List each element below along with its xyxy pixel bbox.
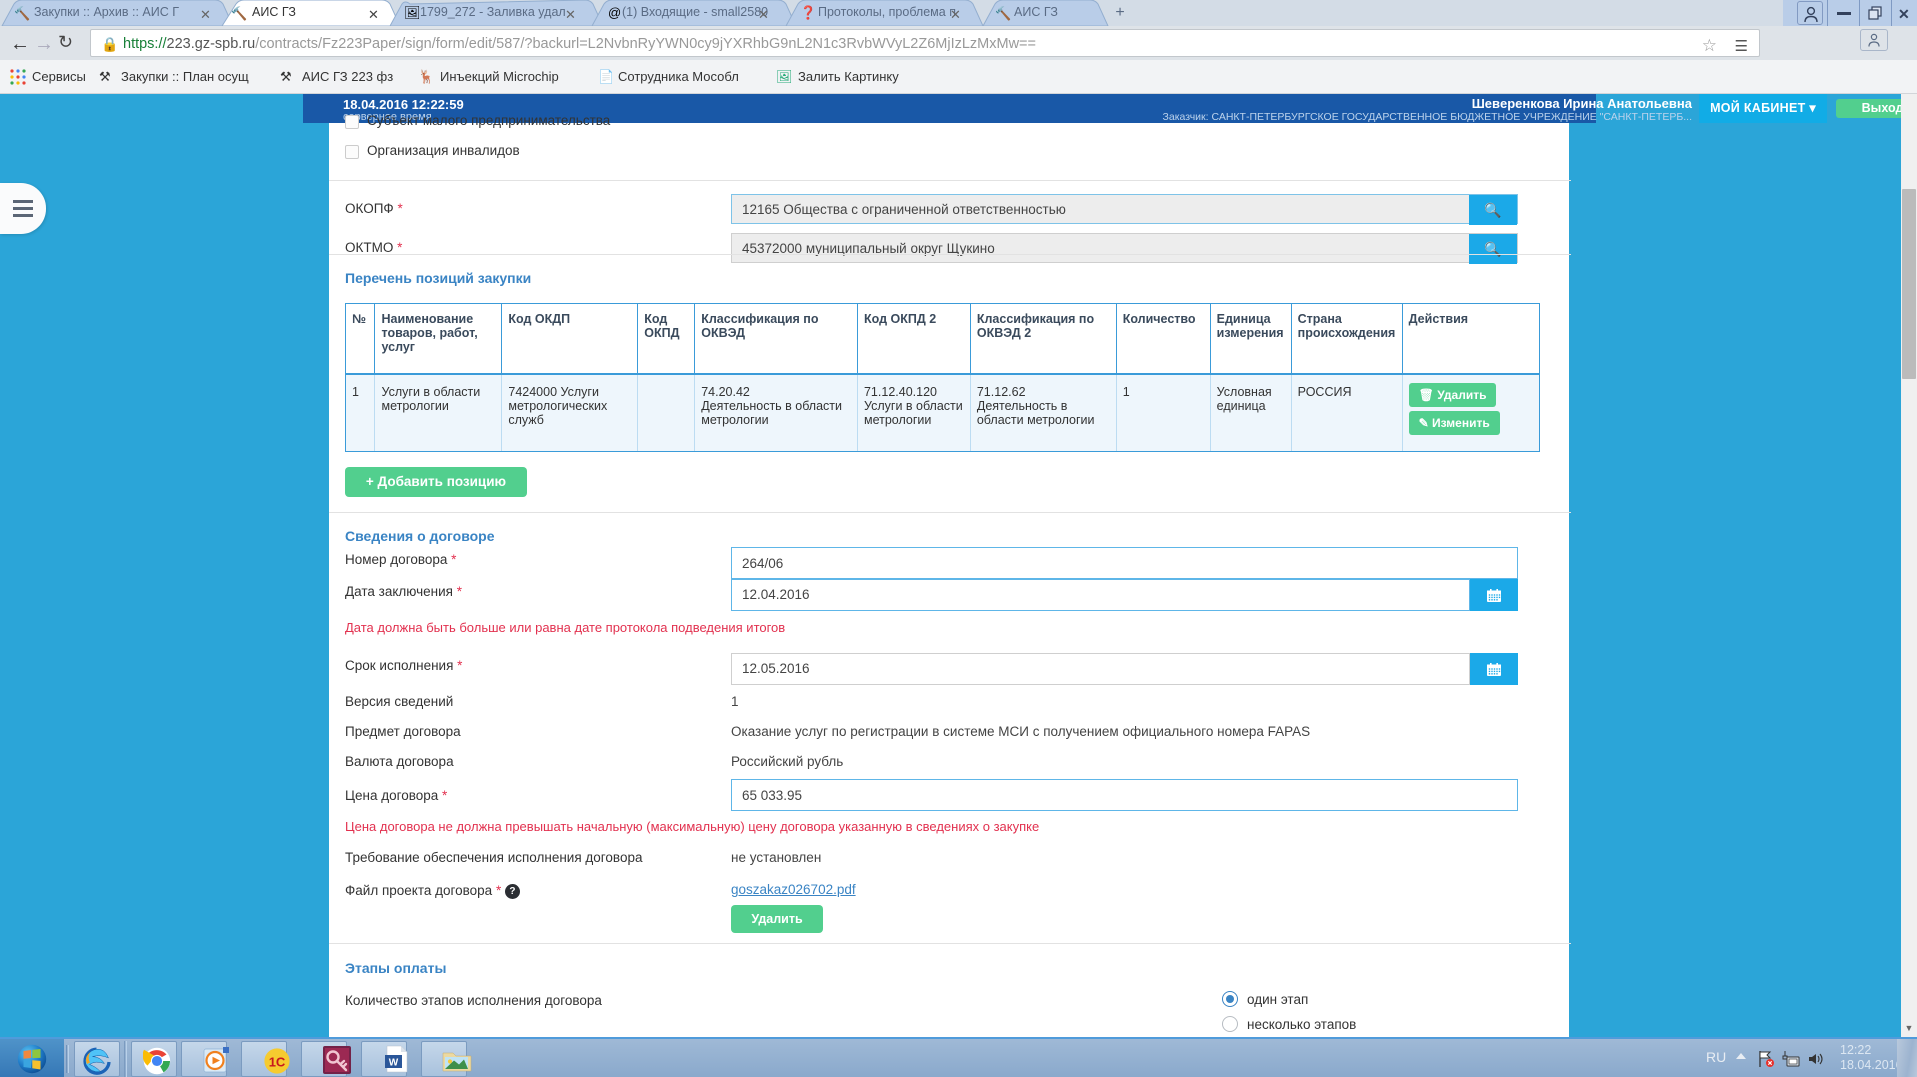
svg-text:W: W: [389, 1058, 399, 1069]
svg-text:1C: 1C: [269, 1055, 286, 1070]
